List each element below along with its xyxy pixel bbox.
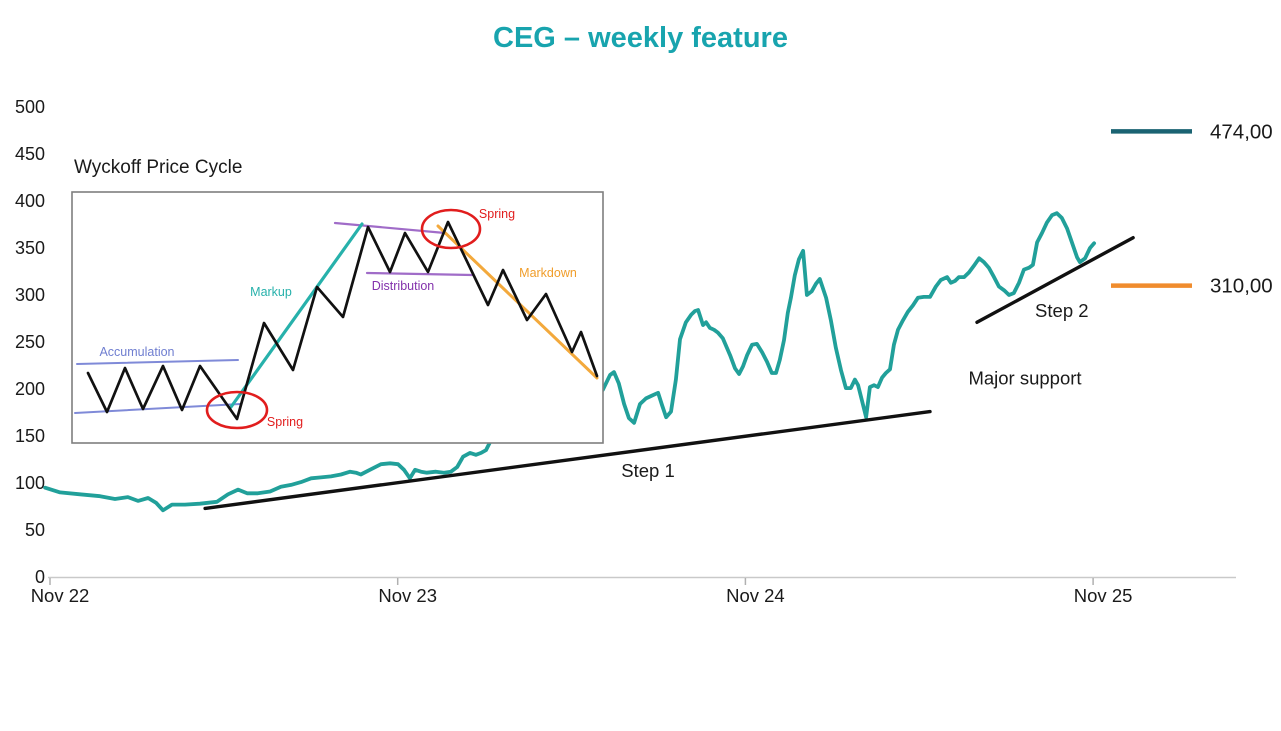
y-axis-label-200: 200 [15,379,45,399]
y-axis-label-450: 450 [15,144,45,164]
wyckoff-inset: Wyckoff Price Cycle Accumulation Markup Dis… [71,157,604,444]
x-axis-label-nov-22: Nov 22 [31,585,90,606]
inset-label-distribution: Distribution [372,279,435,293]
inset-heading: Wyckoff Price Cycle [74,157,242,178]
y-axis-label-0: 0 [35,567,45,587]
page-title: CEG – weekly feature [493,22,788,54]
annotation-step-1: Step 1 [621,460,675,481]
annotation-major-support: Major support [968,368,1081,389]
annotation-step-2: Step 2 [1035,300,1089,321]
phase-line-accumulation-lower [74,403,241,414]
y-axis-label-500: 500 [15,97,45,117]
legend-value-474: 474,00 [1210,120,1273,143]
inset-label-spring: Spring [479,207,515,221]
x-axis-label-nov-25: Nov 25 [1074,585,1133,606]
phase-line-markup-trend [229,222,364,409]
legend-item-310: 310,00 [1111,275,1273,298]
y-axis-label-250: 250 [15,332,45,352]
y-axis-label-400: 400 [15,191,45,211]
y-axis-label-100: 100 [15,473,45,493]
phase-line-distribution-upper [333,221,447,235]
inset-label-markup: Markup [250,285,292,299]
trendline-step-2 [975,235,1135,324]
inset-label-accumulation: Accumulation [99,345,174,359]
price-line [43,211,1096,513]
inset-price-path [86,220,599,421]
inset-label-spring: Spring [267,415,303,429]
legend-item-474: 474,00 [1111,120,1273,143]
phase-line-distribution-lower [365,271,474,277]
y-axis-label-300: 300 [15,285,45,305]
x-axis-label-nov-23: Nov 23 [378,585,437,606]
trendline-step-1 [203,409,932,511]
legend-value-310: 310,00 [1210,275,1273,298]
inset-label-markdown: Markdown [519,266,577,280]
y-axis-label-50: 50 [25,520,45,540]
inset-box [71,191,604,444]
spring-ellipse-accumulation [205,390,269,430]
y-axis-label-350: 350 [15,238,45,258]
spring-ellipse-distribution [420,208,482,250]
x-axis-label-nov-24: Nov 24 [726,585,785,606]
phase-line-accumulation-upper [76,359,239,365]
y-axis-label-150: 150 [15,426,45,446]
